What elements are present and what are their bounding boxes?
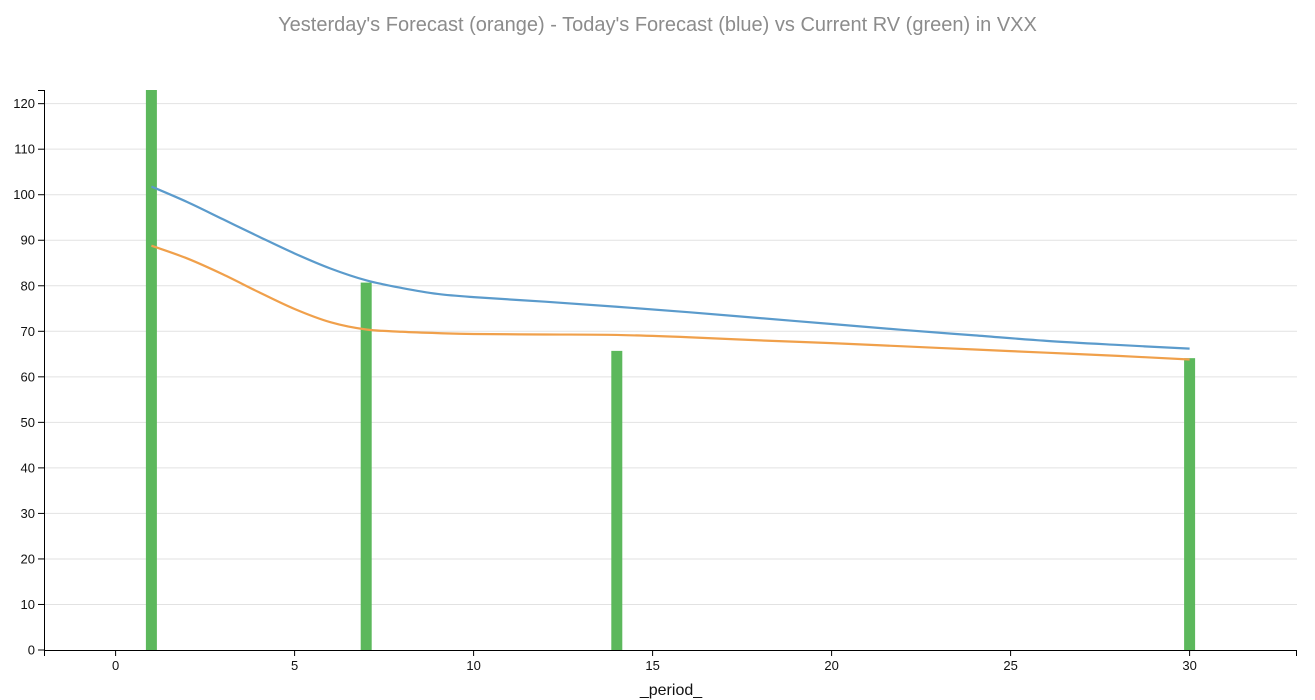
y-tick-label: 60 — [21, 369, 35, 384]
chart-title: Yesterday's Forecast (orange) - Today's … — [278, 14, 1037, 36]
x-tick-label: 0 — [112, 658, 119, 673]
y-tick-label: 80 — [21, 278, 35, 293]
y-tick-label: 90 — [21, 233, 35, 248]
y-tick-label: 110 — [14, 142, 35, 157]
x-tick-label: 30 — [1182, 658, 1196, 673]
x-axis-label: _period_ — [639, 682, 703, 699]
y-tick-label: 30 — [21, 506, 35, 521]
rv-bar — [1184, 358, 1196, 650]
y-tick-label: 10 — [21, 597, 35, 612]
y-tick-label: 40 — [21, 460, 35, 475]
rv-bar — [360, 282, 372, 650]
y-tick-label: 120 — [13, 96, 35, 111]
y-tick-label: 50 — [21, 415, 35, 430]
y-tick-label: 0 — [28, 643, 35, 658]
x-tick-label: 25 — [1003, 658, 1017, 673]
x-tick-label: 5 — [291, 658, 298, 673]
forecast-line-today — [150, 185, 1190, 350]
x-tick-label: 20 — [824, 658, 838, 673]
rv-bar — [611, 350, 623, 650]
x-tick-label: 10 — [466, 658, 480, 673]
x-tick-label: 15 — [645, 658, 659, 673]
rv-bar — [145, 90, 157, 650]
y-tick-label: 20 — [21, 551, 35, 566]
y-tick-label: 100 — [13, 187, 35, 202]
forecast-line-yesterday — [151, 244, 1190, 361]
y-tick-label: 70 — [21, 324, 35, 339]
